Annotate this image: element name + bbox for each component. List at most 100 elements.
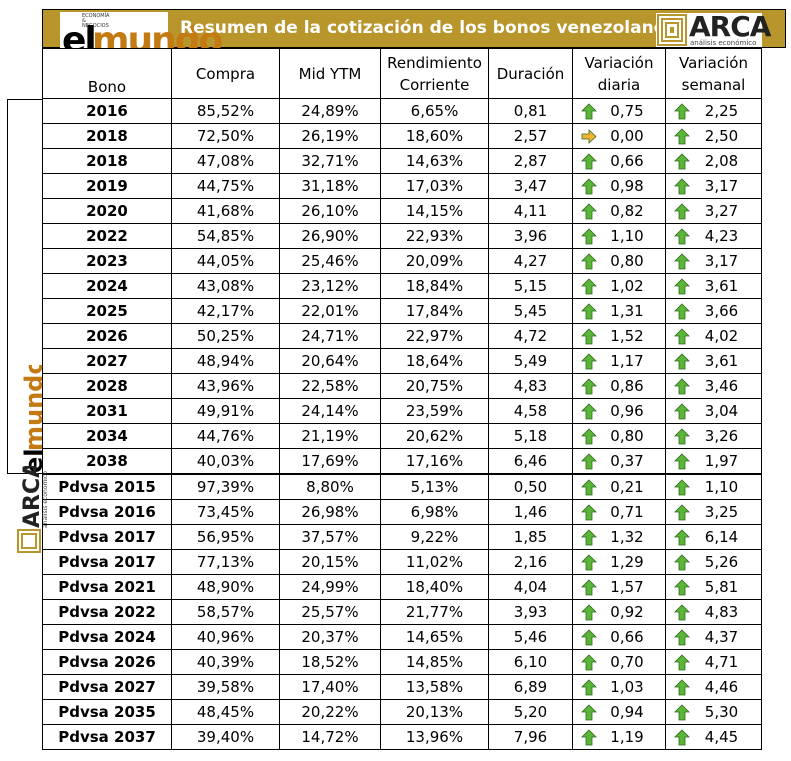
compra-cell: 58,57%	[171, 599, 280, 625]
up-arrow-icon	[581, 352, 597, 369]
variacion-semanal-cell: 3,25	[665, 499, 762, 525]
up-arrow-icon	[581, 102, 597, 119]
up-arrow-icon	[674, 678, 690, 695]
up-arrow-icon	[674, 528, 690, 545]
duracion-cell: 4,27	[488, 248, 573, 274]
bono-cell: 2038	[42, 448, 172, 475]
up-arrow-icon	[581, 152, 597, 169]
variacion-diaria-cell-value: 0,86	[610, 377, 644, 395]
up-arrow-icon	[581, 202, 597, 219]
variacion-semanal-cell: 2,50	[665, 123, 762, 149]
duracion-cell: 2,16	[488, 549, 573, 575]
mid-ytm-cell: 26,10%	[279, 198, 381, 224]
bono-cell: 2026	[42, 323, 172, 349]
variacion-diaria-cell-value: 0,96	[610, 402, 644, 420]
compra-cell: 40,03%	[171, 448, 280, 475]
up-arrow-icon	[581, 252, 597, 269]
arca-logo-subtitle: análisis económico	[690, 39, 757, 47]
up-arrow-icon	[581, 553, 597, 570]
variacion-diaria-cell: 0,92	[572, 599, 666, 625]
variacion-semanal-cell: 4,37	[665, 624, 762, 650]
variacion-diaria-cell-value: 0,98	[610, 177, 644, 195]
duracion-cell: 0,81	[488, 98, 573, 124]
table-row: Pdvsa 2022 58,57% 25,57% 21,77% 3,93 0,92 4,83	[42, 599, 762, 625]
up-arrow-icon	[581, 603, 597, 620]
mid-ytm-cell: 20,37%	[279, 624, 381, 650]
rendimiento-cell: 23,59%	[380, 398, 489, 424]
variacion-semanal-cell: 3,61	[665, 273, 762, 299]
rendimiento-cell: 20,75%	[380, 373, 489, 399]
variacion-diaria-cell-value: 0,80	[610, 427, 644, 445]
mid-ytm-cell: 26,19%	[279, 123, 381, 149]
rendimiento-cell: 17,84%	[380, 298, 489, 324]
compra-cell: 39,58%	[171, 674, 280, 700]
column-header-variacion-diaria: Variación diaria	[572, 48, 666, 99]
bono-cell: Pdvsa 2024	[42, 624, 172, 650]
variacion-diaria-cell: 0,98	[572, 173, 666, 199]
rendimiento-cell: 14,85%	[380, 649, 489, 675]
up-arrow-icon	[581, 277, 597, 294]
column-header-compra: Compra	[171, 48, 280, 99]
variacion-diaria-cell-value: 0,21	[610, 478, 644, 496]
rendimiento-cell: 18,60%	[380, 123, 489, 149]
compra-cell: 39,40%	[171, 724, 280, 750]
variacion-diaria-cell: 0,66	[572, 624, 666, 650]
table-row: 2028 43,96% 22,58% 20,75% 4,83 0,86 3,46	[42, 373, 762, 399]
variacion-semanal-cell: 1,97	[665, 448, 762, 475]
side-logo-el: el	[20, 448, 48, 473]
rendimiento-cell: 21,77%	[380, 599, 489, 625]
table-row: 2018 72,50% 26,19% 18,60% 2,57 0,00 2,50	[42, 123, 762, 149]
bono-cell: Pdvsa 2017	[42, 549, 172, 575]
side-arca-subtitle: análisis económico	[42, 471, 48, 528]
table-row: Pdvsa 2015 97,39% 8,80% 5,13% 0,50 0,21 1,10	[42, 473, 762, 500]
mid-ytm-cell: 14,72%	[279, 724, 381, 750]
compra-cell: 56,95%	[171, 524, 280, 550]
variacion-diaria-cell: 1,02	[572, 273, 666, 299]
rendimiento-cell: 14,15%	[380, 198, 489, 224]
up-arrow-icon	[674, 452, 690, 469]
up-arrow-icon	[674, 703, 690, 720]
up-arrow-icon	[581, 177, 597, 194]
variacion-diaria-cell: 0,71	[572, 499, 666, 525]
compra-cell: 44,76%	[171, 423, 280, 449]
variacion-semanal-cell: 3,26	[665, 423, 762, 449]
variacion-semanal-cell-value: 3,61	[704, 352, 739, 370]
up-arrow-icon	[674, 277, 690, 294]
duracion-cell: 3,93	[488, 599, 573, 625]
bono-cell: 2025	[42, 298, 172, 324]
rendimiento-cell: 14,65%	[380, 624, 489, 650]
variacion-diaria-cell-value: 1,31	[610, 302, 644, 320]
table-row: 2020 41,68% 26,10% 14,15% 4,11 0,82 3,27	[42, 198, 762, 224]
up-arrow-icon	[581, 528, 597, 545]
rendimiento-cell: 17,16%	[380, 448, 489, 475]
bonds-table: Bono Compra Mid YTM Rendimiento Corrient…	[42, 48, 762, 750]
mid-ytm-cell: 23,12%	[279, 273, 381, 299]
variacion-diaria-cell: 1,17	[572, 348, 666, 374]
variacion-diaria-cell: 1,03	[572, 674, 666, 700]
variacion-diaria-cell-value: 0,82	[610, 202, 644, 220]
mid-ytm-cell: 26,98%	[279, 499, 381, 525]
side-arca-mark-icon	[17, 529, 41, 553]
variacion-semanal-cell: 3,04	[665, 398, 762, 424]
up-arrow-icon	[581, 578, 597, 595]
variacion-semanal-cell-value: 1,10	[704, 478, 739, 496]
up-arrow-icon	[674, 202, 690, 219]
variacion-diaria-cell-value: 0,94	[610, 703, 644, 721]
variacion-diaria-cell: 0,70	[572, 649, 666, 675]
variacion-semanal-cell-value: 2,50	[704, 127, 739, 145]
table-row: 2018 47,08% 32,71% 14,63% 2,87 0,66 2,08	[42, 148, 762, 174]
bono-cell: 2028	[42, 373, 172, 399]
variacion-diaria-cell-value: 1,29	[610, 553, 644, 571]
duracion-cell: 1,46	[488, 499, 573, 525]
arca-side-logo: ARCA análisis económico	[17, 466, 48, 553]
bono-cell: Pdvsa 2016	[42, 499, 172, 525]
side-logo-mundo: mundo	[20, 365, 48, 451]
duracion-cell: 4,04	[488, 574, 573, 600]
variacion-semanal-cell-value: 5,30	[704, 703, 739, 721]
mid-ytm-cell: 22,58%	[279, 373, 381, 399]
variacion-diaria-cell-value: 1,02	[610, 277, 644, 295]
up-arrow-icon	[581, 728, 597, 745]
variacion-diaria-cell: 0,80	[572, 423, 666, 449]
up-arrow-icon	[581, 478, 597, 495]
table-row: Pdvsa 2027 39,58% 17,40% 13,58% 6,89 1,03 4,46	[42, 674, 762, 700]
